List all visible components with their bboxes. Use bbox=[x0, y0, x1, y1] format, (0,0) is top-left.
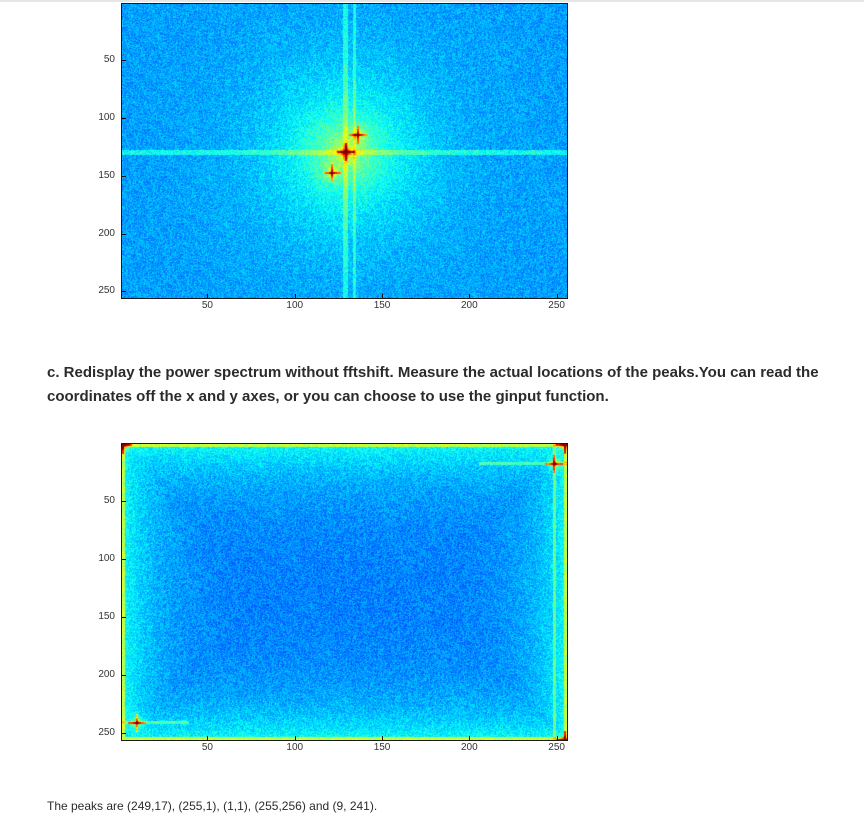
y-tick-mark bbox=[122, 233, 126, 235]
y-tick-mark bbox=[122, 733, 126, 735]
spectrum-canvas-2 bbox=[122, 444, 567, 740]
y-tick-label: 100 bbox=[98, 552, 115, 564]
x-tick-label: 250 bbox=[548, 742, 565, 753]
x-tick-mark bbox=[469, 294, 471, 298]
y-tick-mark bbox=[122, 500, 126, 502]
y-tick-mark bbox=[122, 558, 126, 560]
x-tick-mark bbox=[294, 736, 296, 740]
spectrum-image-2 bbox=[121, 443, 568, 741]
x-tick-label: 250 bbox=[548, 300, 565, 311]
spectrum-canvas-1 bbox=[122, 4, 567, 298]
question-text: c. Redisplay the power spectrum without … bbox=[47, 364, 819, 405]
y-tick-label: 50 bbox=[103, 54, 115, 66]
y-tick-mark bbox=[122, 675, 126, 677]
page-top-border bbox=[0, 0, 864, 2]
y-tick-mark bbox=[122, 118, 126, 120]
x-tick-mark bbox=[382, 736, 384, 740]
x-tick-label: 200 bbox=[461, 742, 478, 753]
y-tick-label: 50 bbox=[103, 494, 115, 506]
x-tick-mark bbox=[469, 736, 471, 740]
x-tick-label: 50 bbox=[201, 742, 213, 753]
x-tick-label: 50 bbox=[201, 300, 213, 311]
y-tick-label: 150 bbox=[98, 169, 115, 181]
x-tick-mark bbox=[294, 294, 296, 298]
x-tick-mark bbox=[207, 736, 209, 740]
y-tick-label: 200 bbox=[98, 669, 115, 681]
y-tick-label: 250 bbox=[98, 285, 115, 297]
y-tick-label: 150 bbox=[98, 611, 115, 623]
y-tick-label: 200 bbox=[98, 227, 115, 239]
y-tick-label: 250 bbox=[98, 727, 115, 739]
x-tick-mark bbox=[556, 736, 558, 740]
y-tick-mark bbox=[122, 60, 126, 62]
x-tick-mark bbox=[382, 294, 384, 298]
x-tick-label: 200 bbox=[461, 300, 478, 311]
x-tick-label: 100 bbox=[286, 742, 304, 753]
y-tick-mark bbox=[122, 291, 126, 293]
y-tick-mark bbox=[122, 175, 126, 177]
x-tick-label: 150 bbox=[373, 300, 391, 311]
y-tick-mark bbox=[122, 617, 126, 619]
fftshift-spectrum-plot: 50 100 150 200 250 50 100 150 200 250 bbox=[0, 0, 864, 320]
y-tick-label: 100 bbox=[98, 112, 115, 124]
x-tick-mark bbox=[207, 294, 209, 298]
spectrum-image-1 bbox=[121, 3, 568, 299]
answer-text: The peaks are (249,17), (255,1), (1,1), … bbox=[47, 799, 378, 813]
x-tick-mark bbox=[556, 294, 558, 298]
x-tick-label: 100 bbox=[286, 300, 304, 311]
x-tick-label: 150 bbox=[373, 742, 391, 753]
